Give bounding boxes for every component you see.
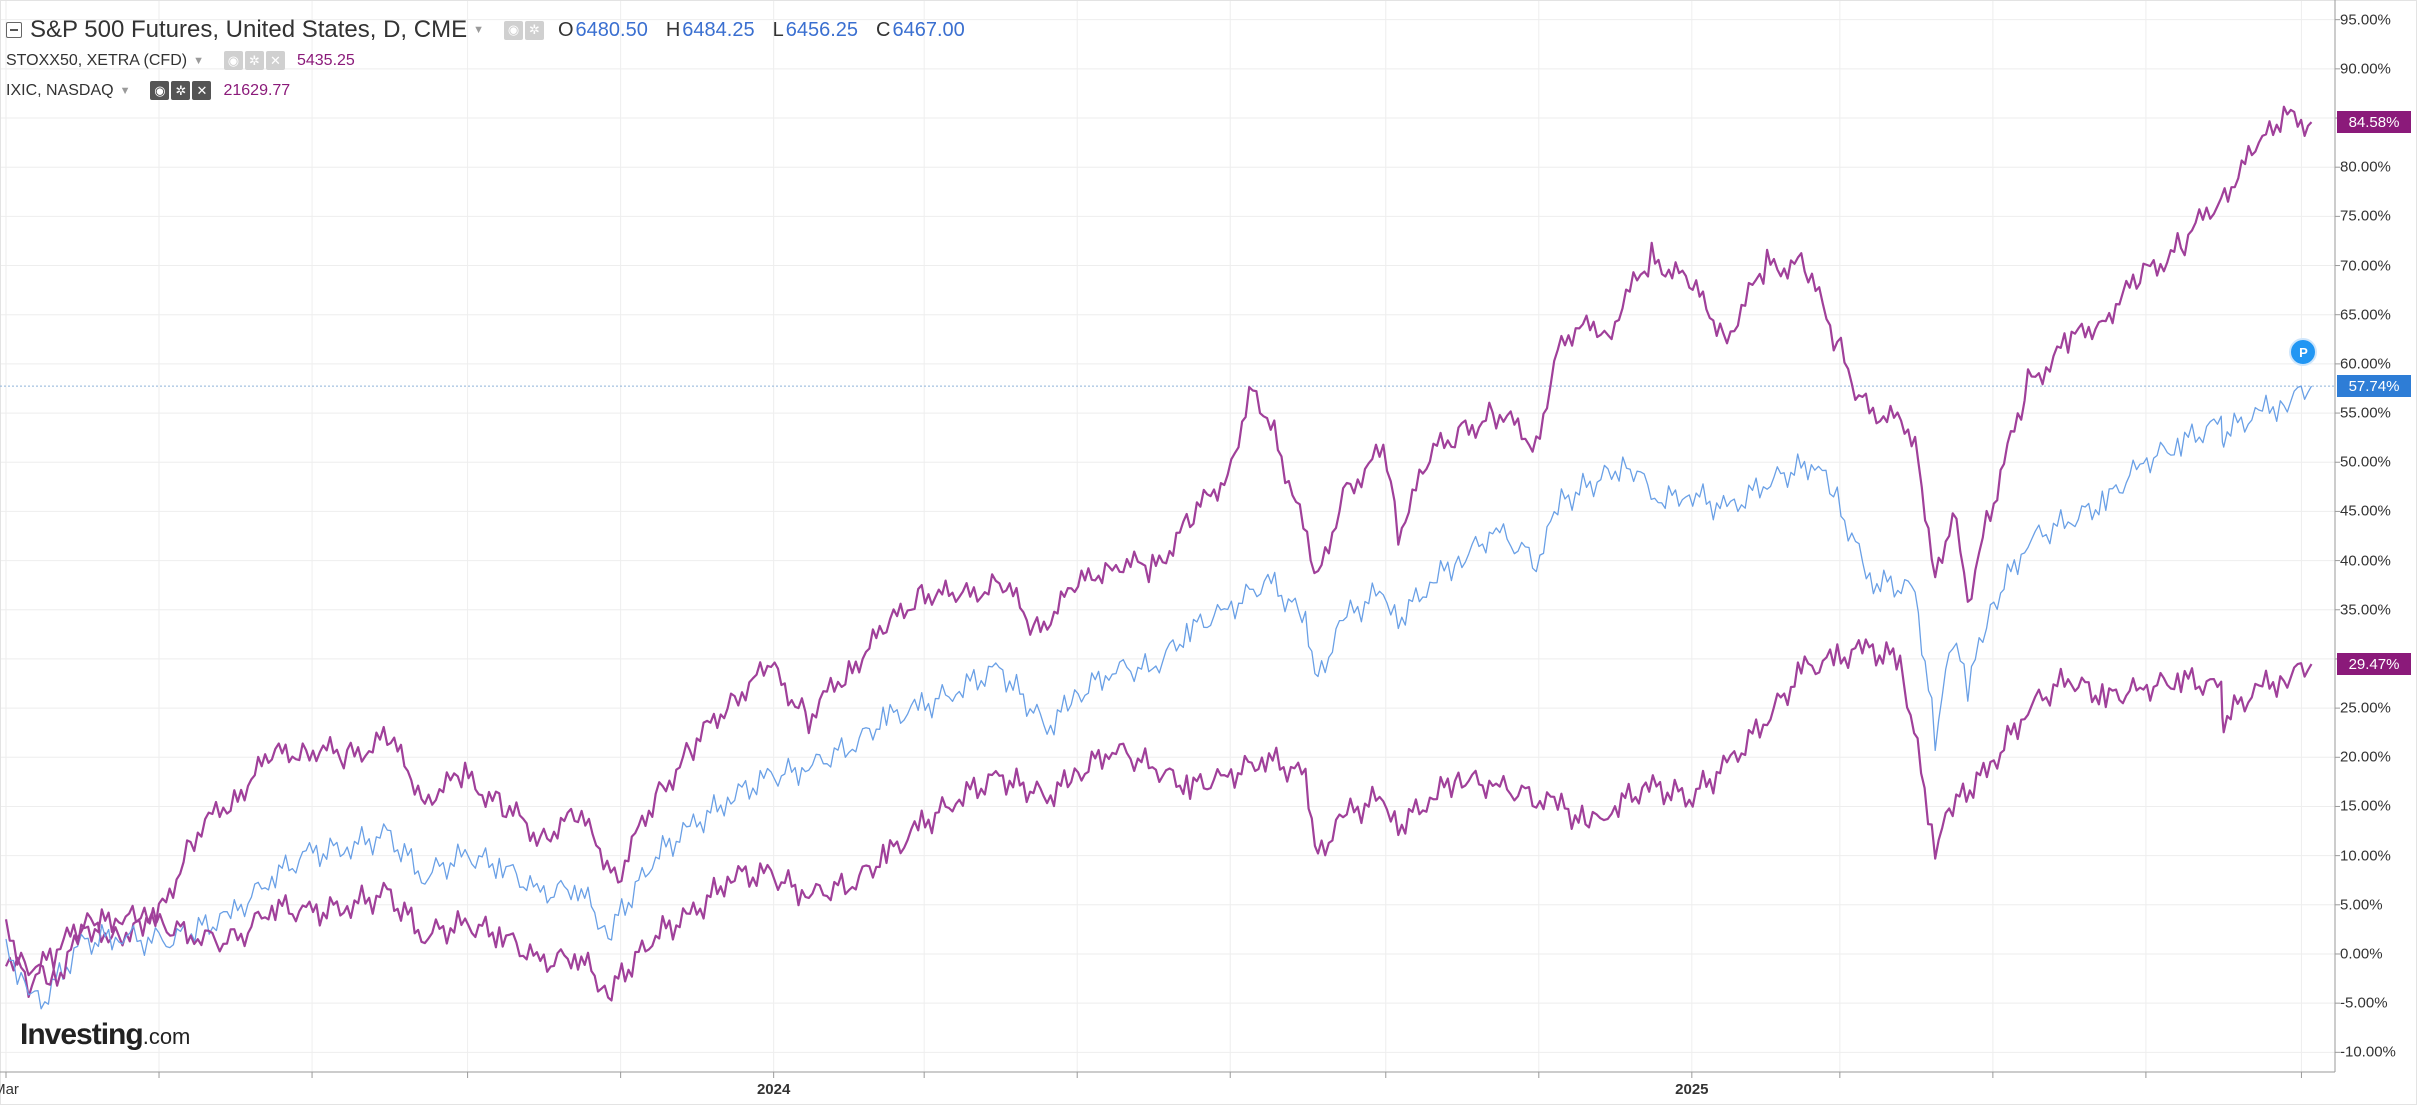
chevron-down-icon[interactable]: ▼ [473, 24, 484, 36]
close-icon[interactable]: ✕ [192, 81, 212, 100]
x-tick-label: 2025 [1675, 1081, 1709, 1098]
y-tick-label: 50.00% [2340, 453, 2391, 471]
y-tick-label: 90.00% [2340, 60, 2391, 78]
y-tick-label: 35.00% [2340, 601, 2391, 619]
eye-icon[interactable]: ◉ [223, 51, 243, 70]
x-tick-label: Mar [0, 1081, 19, 1098]
y-tick-label: 65.00% [2340, 306, 2391, 324]
ohlc-open: O 6480.50 [557, 18, 648, 41]
price-tag-label: 29.47% [2337, 653, 2411, 676]
legend-main: S&P 500 Futures, United States, D, CME ▼… [6, 16, 965, 44]
legend-overlay-ixic: IXIC, NASDAQ ▼ ◉ ✲ ✕ 21629.77 [6, 81, 290, 100]
y-tick-label: -5.00% [2340, 994, 2388, 1012]
y-tick-label: 60.00% [2340, 355, 2391, 373]
y-tick-label: 45.00% [2340, 502, 2391, 520]
overlay-name[interactable]: IXIC, NASDAQ [6, 81, 114, 99]
y-tick-label: 80.00% [2340, 158, 2391, 176]
x-tick-label: 2024 [756, 1081, 791, 1098]
gear-icon[interactable]: ✲ [244, 51, 264, 70]
y-tick-label: 75.00% [2340, 207, 2391, 225]
p-badge-icon[interactable]: P [2289, 338, 2318, 367]
price-tag-label: 57.74% [2337, 375, 2411, 398]
ohlc-close: C 6467.00 [876, 18, 965, 41]
y-tick-label: 25.00% [2340, 699, 2391, 717]
y-tick-label: 15.00% [2340, 797, 2391, 815]
y-tick-label: -10.00% [2340, 1043, 2396, 1061]
y-tick-label: 95.00% [2340, 11, 2391, 29]
investing-logo: Investing.com [20, 1018, 191, 1051]
y-tick-label: 70.00% [2340, 257, 2391, 275]
eye-icon[interactable]: ◉ [503, 20, 523, 40]
overlay-value: 5435.25 [296, 51, 355, 69]
chevron-down-icon[interactable]: ▼ [119, 84, 131, 97]
price-tag-label: 84.58% [2337, 111, 2411, 134]
y-tick-label: 40.00% [2340, 552, 2391, 570]
main-symbol-name[interactable]: S&P 500 Futures, United States, D, CME [30, 16, 468, 43]
gear-icon[interactable]: ✲ [524, 20, 544, 40]
gear-icon[interactable]: ✲ [171, 81, 191, 100]
close-icon[interactable]: ✕ [265, 51, 285, 70]
eye-icon[interactable]: ◉ [150, 81, 170, 100]
overlay-name[interactable]: STOXX50, XETRA (CFD) [6, 51, 188, 69]
series-line-stoxx [4, 638, 2313, 1002]
y-tick-label: 55.00% [2340, 404, 2391, 422]
legend-overlay-stoxx: STOXX50, XETRA (CFD) ▼ ◉ ✲ ✕ 5435.25 [6, 51, 355, 70]
series-line-sp500 [5, 385, 2313, 1010]
overlay-value: 21629.77 [223, 81, 291, 99]
ohlc-low: L 6456.25 [772, 18, 859, 41]
ohlc-high: H 6484.25 [665, 18, 755, 41]
y-tick-label: 5.00% [2340, 896, 2383, 914]
ohlc-values: O 6480.50 H 6484.25 L 6456.25 C 6467.00 [558, 19, 965, 42]
y-tick-label: 10.00% [2340, 847, 2391, 865]
series-line-ixic [4, 105, 2313, 998]
y-tick-label: 20.00% [2340, 748, 2391, 766]
y-tick-label: 0.00% [2340, 945, 2383, 963]
collapse-legend-icon[interactable] [6, 22, 22, 38]
chevron-down-icon[interactable]: ▼ [193, 54, 204, 67]
